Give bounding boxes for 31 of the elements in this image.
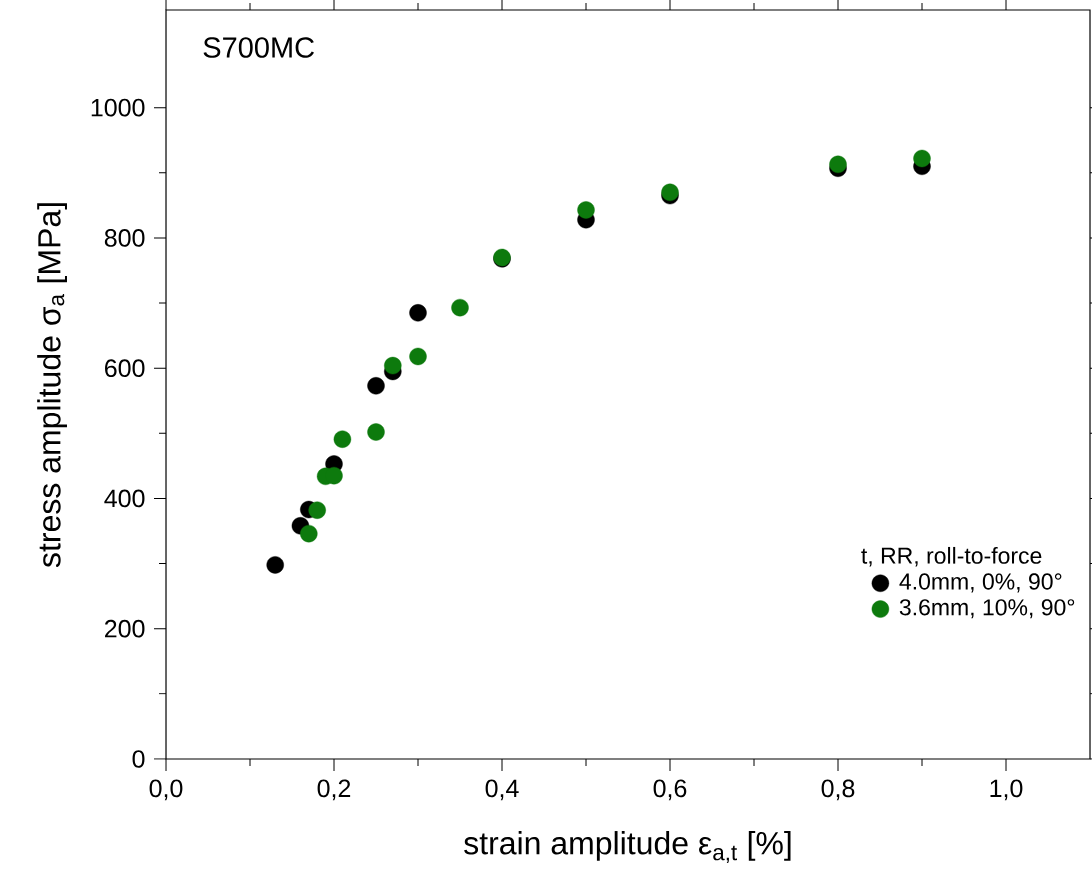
legend-title: t, RR, roll-to-force: [861, 546, 1042, 567]
y-tick-label: 600: [105, 359, 145, 378]
point: [409, 304, 427, 322]
y-axis-title: stress amplitude σ$_{a}$ [MPa]: [37, 203, 67, 568]
point: [367, 377, 385, 395]
point: [829, 155, 847, 174]
legend-label: 4.0mm, 0%, 90°: [899, 573, 1062, 593]
y-tick-label: 1000: [91, 98, 145, 117]
x-axis-title: strain amplitude ε$_{a,t}$ [%]: [464, 831, 791, 863]
x-tick-label: 1,0: [990, 779, 1023, 801]
point: [266, 556, 284, 574]
point: [913, 149, 931, 168]
y-tick-label: 0: [132, 750, 145, 768]
x-tick-label: 0,2: [317, 779, 351, 801]
point: [409, 347, 427, 366]
x-tick-label: 0,8: [821, 779, 855, 801]
annotation: S700MC: [203, 37, 314, 58]
point: [577, 201, 595, 219]
y-tick-label: 800: [104, 229, 145, 247]
legend-label: 3.6mm, 10%, 90°: [899, 599, 1075, 619]
x-tick-label: 0,4: [485, 779, 519, 801]
point: [384, 356, 402, 375]
point: [367, 423, 385, 441]
y-tick-label: 400: [104, 489, 145, 508]
x-tick-label: 0,6: [653, 779, 687, 801]
point: [451, 298, 469, 317]
point: [300, 524, 318, 543]
point: [308, 501, 326, 519]
x-tick-label: 0,0: [149, 779, 183, 801]
y-tick-label: 200: [105, 619, 145, 638]
point: [333, 430, 352, 448]
